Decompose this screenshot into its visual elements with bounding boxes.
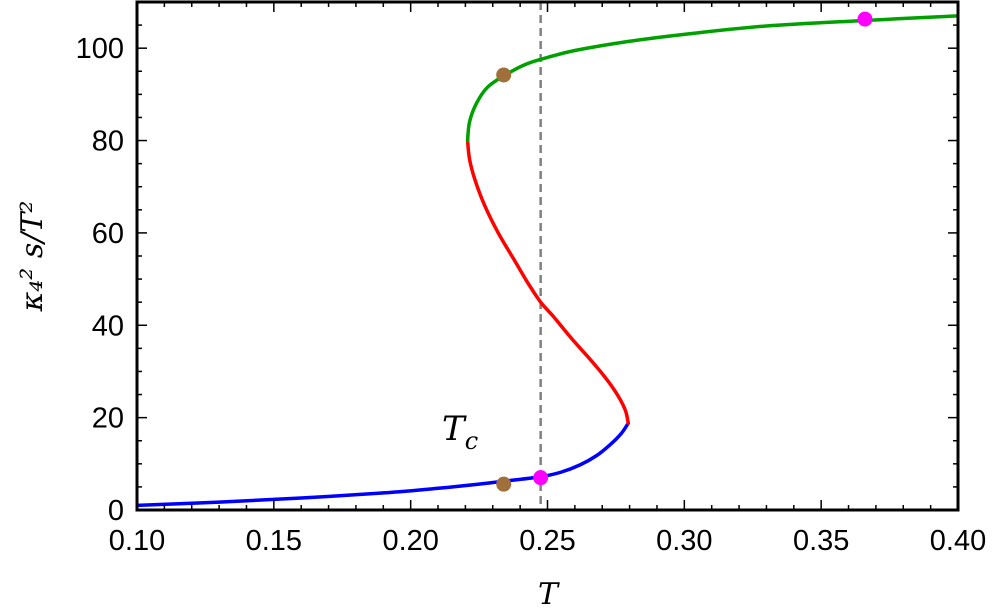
x-tick-label: 0.35 <box>793 525 849 557</box>
marker-points <box>496 11 873 492</box>
x-tick-label: 0.20 <box>382 525 438 557</box>
critical-temperature-annotation: Tc <box>442 409 478 455</box>
plot-frame <box>135 0 960 512</box>
x-tick-label: 0.15 <box>246 525 302 557</box>
x-axis-title: T <box>538 577 560 612</box>
y-tick-label: 0 <box>108 495 124 527</box>
data-point-1 <box>496 67 512 83</box>
y-tick-label: 40 <box>92 310 124 342</box>
data-point-4 <box>857 11 873 27</box>
y-tick-label: 20 <box>92 403 124 435</box>
x-tick-label: 0.25 <box>519 525 575 557</box>
series-line-3 <box>465 14 958 143</box>
y-tick-label: 100 <box>76 33 124 65</box>
series-line-1 <box>137 421 630 508</box>
x-tick-label: 0.30 <box>656 525 712 557</box>
y-tick-label: 60 <box>92 218 124 250</box>
series-line-2 <box>465 138 630 425</box>
data-point-3 <box>533 470 549 486</box>
axis-tick-labels: 0.10 0.15 0.20 0.25 0.30 0.35 0.40 0 20 40 60 80 100 <box>76 33 987 557</box>
y-tick-label: 80 <box>92 126 124 158</box>
axis-ticks <box>136 1 959 511</box>
y-axis-title: κ₄² s/T² <box>15 201 50 313</box>
x-tick-label: 0.10 <box>109 525 165 557</box>
data-point-2 <box>496 476 512 492</box>
x-tick-label: 0.40 <box>930 525 986 557</box>
plot-area <box>137 14 958 508</box>
